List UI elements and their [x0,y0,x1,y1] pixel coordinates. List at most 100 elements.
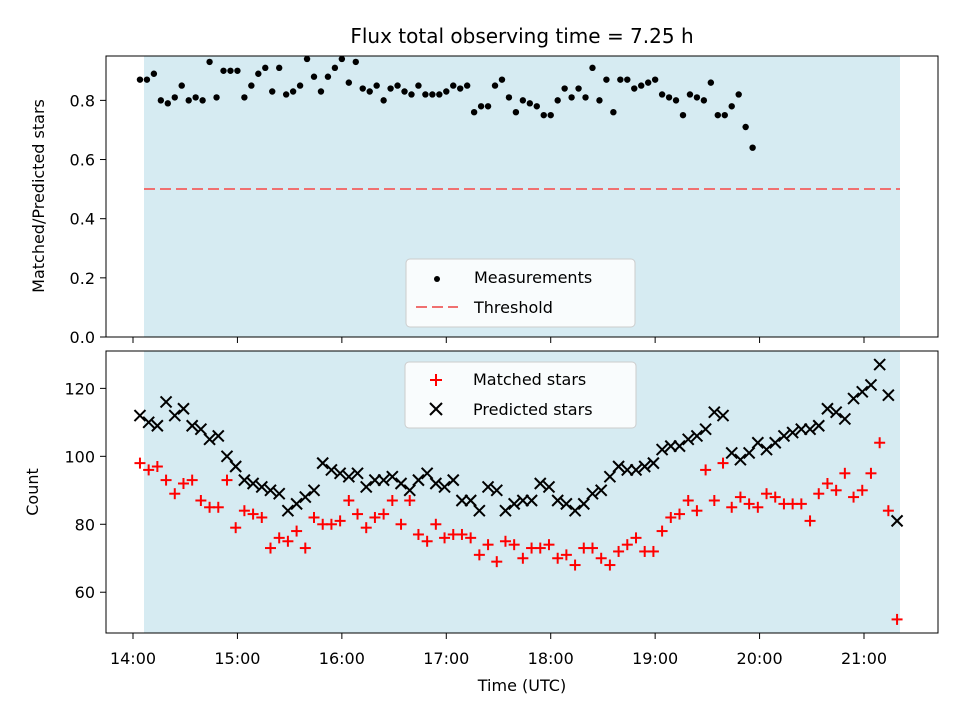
predicted-point [386,470,399,483]
measurement-point [624,76,631,83]
xtick-label: 15:00 [214,649,260,668]
measurement-point [589,64,596,72]
matched-point [456,528,468,540]
predicted-point [786,426,799,439]
matched-point [743,498,755,510]
predicted-point [473,504,486,517]
matched-point [256,511,268,523]
xtick-label: 21:00 [841,649,887,668]
predicted-point [142,416,155,429]
measurement-point [213,94,220,101]
measurement-point [679,111,687,119]
matched-point [160,474,172,486]
measurement-point [631,85,638,92]
predicted-point [742,446,756,460]
predicted-point [769,436,782,449]
measurement-point [491,82,499,89]
top-points [136,55,756,151]
legend-threshold-label: Threshold [473,298,553,317]
measurement-point [651,76,659,83]
matched-points [134,437,903,625]
predicted-point [229,460,242,473]
matched-point [273,532,285,544]
measurement-point [241,94,248,101]
predicted-point [316,456,329,470]
matched-point [708,494,720,506]
predicted-point [534,477,547,490]
matched-point [856,484,868,496]
matched-point [465,532,477,544]
measurement-point [171,94,178,101]
measurement-point [443,88,450,95]
measurement-point [380,97,387,104]
bottom-ytick-label: 60 [75,583,95,602]
measurement-point [262,64,269,72]
xtick-label: 19:00 [632,649,678,668]
predicted-point [760,443,773,456]
predicted-point [168,409,181,422]
measurement-point [610,109,617,116]
matched-point [595,552,607,564]
predicted-point [708,405,721,419]
matched-point [421,535,433,547]
matched-point [865,467,877,479]
matched-point [552,552,564,564]
measurement-point [429,91,436,98]
legend-measurements-marker [434,276,440,282]
measurement-point [742,123,749,131]
measurement-point [206,58,213,66]
measurement-point [387,85,394,92]
measurement-point [450,82,457,89]
top-yticks: 0.0 0.2 0.4 0.6 0.8 [70,91,106,347]
predicted-point [290,497,303,511]
predicted-point [394,477,408,490]
legend-matched-marker [430,374,442,386]
predicted-point [803,422,817,436]
predicted-point [821,402,834,415]
matched-point [412,528,424,540]
measurement-point [638,82,645,89]
matched-point [752,501,764,513]
chart-title: Flux total observing time = 7.25 h [350,24,693,48]
predicted-point [690,429,704,443]
predicted-point [603,470,617,483]
matched-point [430,518,442,530]
measurement-point [526,100,534,107]
measurement-point [373,82,380,89]
xtick-label: 14:00 [110,649,156,668]
matched-point [769,491,781,503]
matched-point [404,494,416,506]
measurement-point [533,103,540,110]
measurement-point [575,85,582,92]
matched-point [621,539,633,551]
matched-point [343,494,355,506]
matched-point [674,508,686,520]
matched-point [334,515,346,527]
measurement-point [617,76,624,83]
measurement-point [665,94,673,101]
matched-point [734,491,746,503]
matched-point [134,457,146,469]
predicted-point [429,477,443,490]
measurement-point [248,82,255,89]
measurement-point [728,103,735,110]
predicted-point [464,494,477,507]
top-ytick-label: 0.4 [70,210,95,229]
matched-point [482,539,494,551]
predicted-point [177,402,190,415]
matched-point [352,508,364,520]
matched-point [700,464,712,476]
measurement-point [234,67,241,74]
matched-point [656,525,668,537]
predicted-point [194,422,208,436]
bottom-yticks: 60 80 100 120 [64,379,106,602]
measurement-point [484,103,492,110]
measurement-point [289,88,297,95]
measurement-point [547,111,554,119]
predicted-points [133,358,904,528]
measurement-point [554,97,561,104]
measurement-point [415,82,422,89]
predicted-point [299,490,312,504]
predicted-point [847,392,860,405]
measurement-point [331,64,339,72]
